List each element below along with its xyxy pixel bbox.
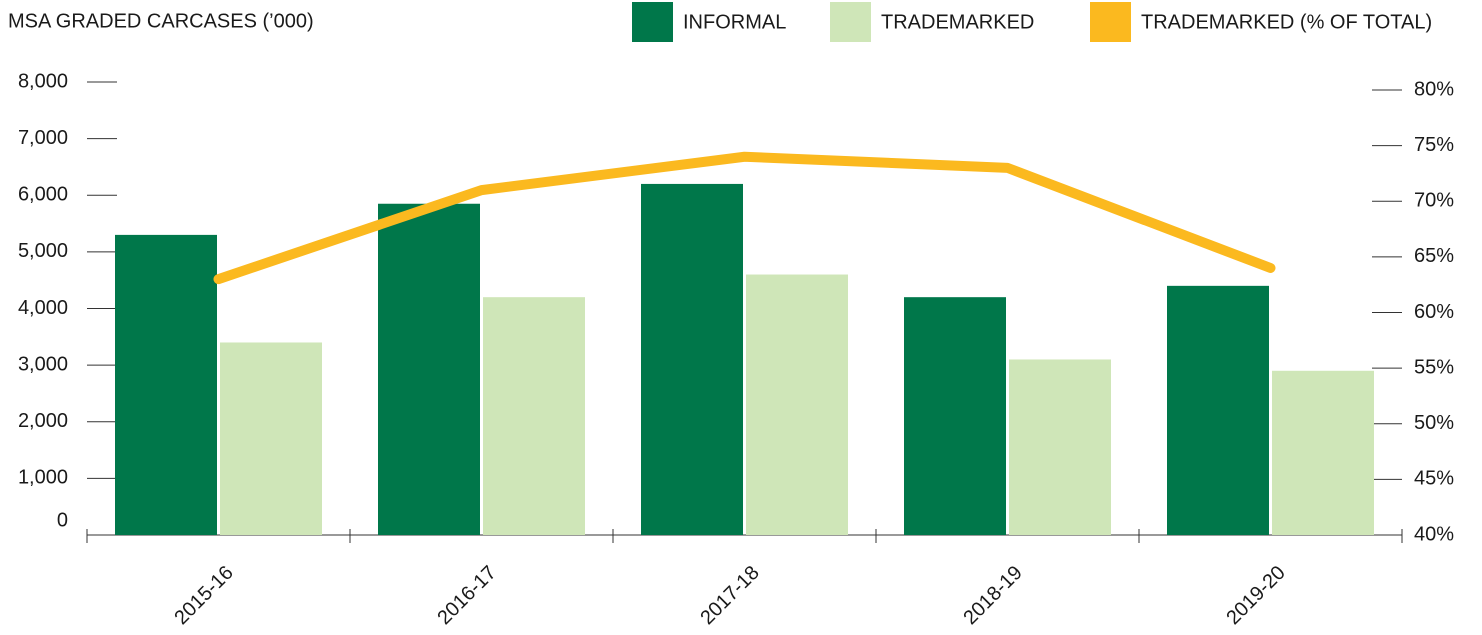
x-tick-label: 2017-18 <box>696 562 763 629</box>
bar <box>483 297 585 535</box>
x-tick-label: 2016-17 <box>433 562 500 629</box>
bar <box>1167 285 1269 535</box>
y2-tick-label: 70% <box>1414 190 1454 212</box>
chart-title: MSA GRADED CARCASES (’000) <box>8 10 314 32</box>
legend-label: TRADEMARKED <box>881 11 1034 33</box>
y2-tick-label: 55% <box>1414 356 1454 378</box>
y-tick-label: 1,000 <box>18 467 68 489</box>
legend-swatch <box>830 2 871 42</box>
y2-tick-label: 45% <box>1414 468 1454 490</box>
legend-label: INFORMAL <box>683 11 786 33</box>
y-tick-label: 8,000 <box>18 70 68 92</box>
x-tick-label: 2015-16 <box>170 562 237 629</box>
legend-swatch <box>1090 2 1131 42</box>
bar <box>1009 359 1111 535</box>
bar <box>1272 370 1374 535</box>
y-tick-label: 6,000 <box>18 184 68 206</box>
y2-tick-label: 80% <box>1414 78 1454 100</box>
line <box>213 151 1276 285</box>
y2-tick-label: 50% <box>1414 412 1454 434</box>
bar <box>746 274 848 535</box>
y2-tick-label: 40% <box>1414 523 1454 545</box>
bar <box>378 203 480 535</box>
bar <box>220 342 322 535</box>
legend-swatch <box>632 2 673 42</box>
y-tick-label: 3,000 <box>18 353 68 375</box>
y2-tick-label: 65% <box>1414 245 1454 267</box>
y-tick-label: 2,000 <box>18 410 68 432</box>
x-tick-label: 2018-19 <box>959 562 1026 629</box>
bar <box>641 183 743 536</box>
bar <box>115 234 217 535</box>
y-tick-label: 7,000 <box>18 127 68 149</box>
bar <box>904 297 1006 535</box>
y2-tick-label: 60% <box>1414 301 1454 323</box>
y-tick-label: 5,000 <box>18 240 68 262</box>
y2-tick-label: 75% <box>1414 134 1454 156</box>
legend-label: TRADEMARKED (% OF TOTAL) <box>1141 11 1432 33</box>
y-tick-label: 0 <box>57 509 68 531</box>
y-tick-label: 4,000 <box>18 297 68 319</box>
x-tick-label: 2019-20 <box>1222 562 1289 629</box>
